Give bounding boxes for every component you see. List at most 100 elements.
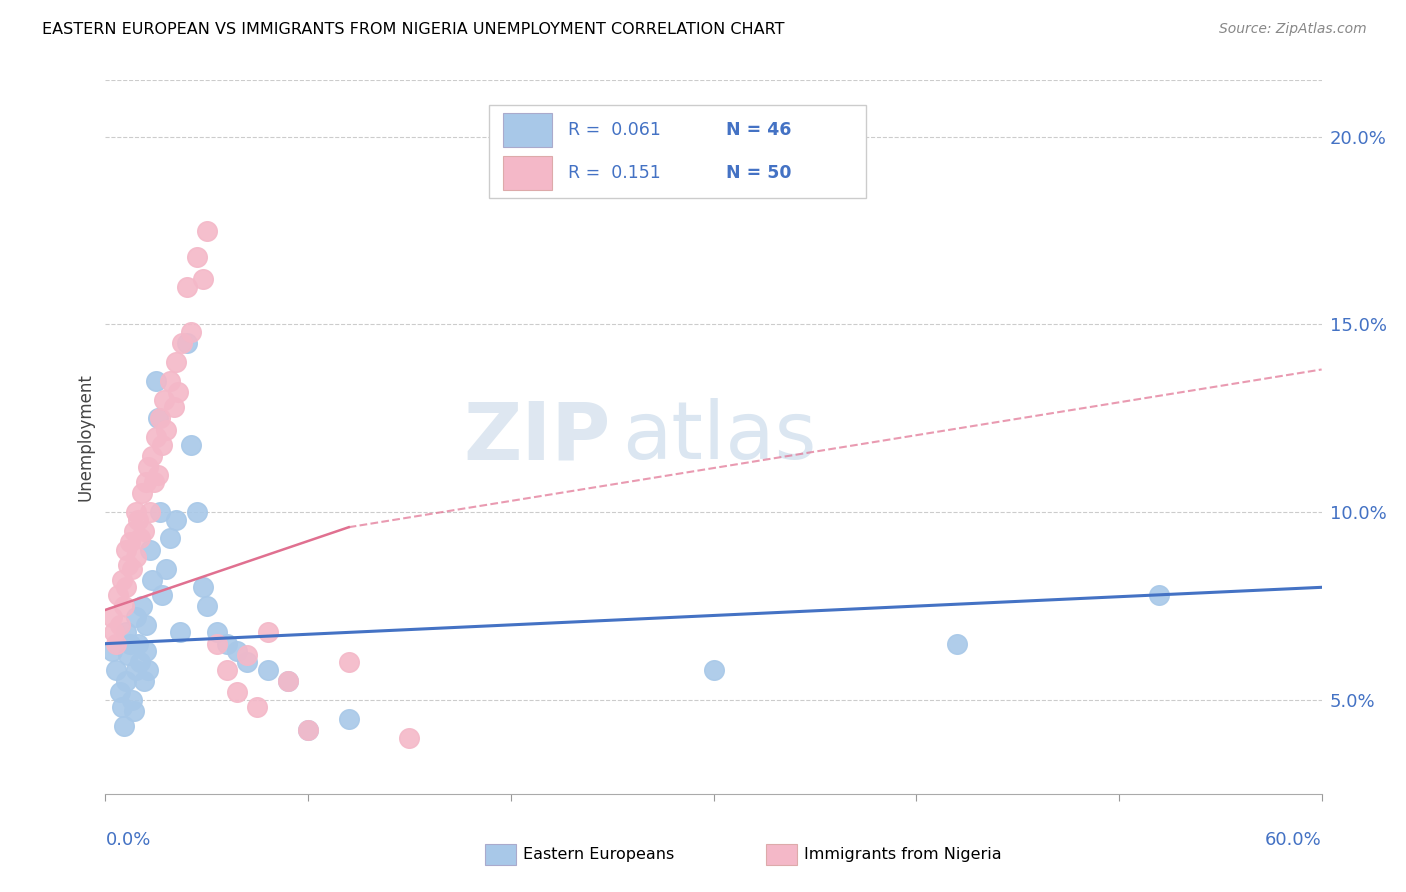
Point — [114, 625, 136, 640]
FancyBboxPatch shape — [503, 113, 551, 147]
Point — [159, 374, 181, 388]
Point — [217, 663, 239, 677]
Point — [277, 674, 299, 689]
Point — [297, 723, 319, 737]
Point — [150, 588, 173, 602]
Point — [104, 663, 127, 677]
Point — [135, 475, 157, 490]
Point — [163, 400, 186, 414]
Point — [121, 561, 143, 575]
Point — [141, 449, 163, 463]
Point — [125, 505, 148, 519]
Text: Immigrants from Nigeria: Immigrants from Nigeria — [804, 847, 1002, 862]
Point — [149, 505, 172, 519]
Point — [131, 599, 153, 613]
Point — [337, 656, 360, 670]
Point — [127, 637, 149, 651]
Point — [129, 656, 152, 670]
Point — [169, 625, 191, 640]
Point — [277, 674, 299, 689]
Point — [141, 573, 163, 587]
Point — [136, 663, 159, 677]
Point — [236, 648, 259, 662]
Point — [1149, 588, 1171, 602]
Point — [236, 656, 259, 670]
Point — [122, 704, 145, 718]
Point — [112, 719, 135, 733]
Point — [111, 700, 134, 714]
Point — [135, 644, 157, 658]
Point — [121, 693, 143, 707]
Text: N = 46: N = 46 — [725, 121, 792, 139]
Point — [117, 558, 139, 572]
Point — [146, 467, 169, 482]
Text: EASTERN EUROPEAN VS IMMIGRANTS FROM NIGERIA UNEMPLOYMENT CORRELATION CHART: EASTERN EUROPEAN VS IMMIGRANTS FROM NIGE… — [42, 22, 785, 37]
FancyBboxPatch shape — [488, 105, 866, 198]
Point — [143, 475, 166, 490]
Point — [114, 580, 136, 594]
Point — [153, 392, 176, 407]
Point — [129, 532, 152, 546]
Point — [176, 280, 198, 294]
Point — [180, 325, 202, 339]
Point — [256, 663, 278, 677]
Point — [205, 637, 228, 651]
Point — [176, 336, 198, 351]
Point — [146, 411, 169, 425]
Text: N = 50: N = 50 — [725, 164, 792, 182]
Point — [398, 731, 420, 745]
Point — [132, 674, 155, 689]
Point — [131, 486, 153, 500]
Point — [155, 561, 177, 575]
Text: R =  0.151: R = 0.151 — [568, 164, 661, 182]
Point — [132, 524, 155, 538]
Point — [108, 685, 131, 699]
Point — [256, 625, 278, 640]
Point — [108, 618, 131, 632]
Point — [103, 625, 125, 640]
Text: 0.0%: 0.0% — [105, 831, 150, 849]
Text: 60.0%: 60.0% — [1265, 831, 1322, 849]
Point — [125, 550, 148, 565]
Point — [122, 524, 145, 538]
Text: Eastern Europeans: Eastern Europeans — [523, 847, 675, 862]
Point — [127, 513, 149, 527]
Point — [135, 618, 157, 632]
Point — [136, 460, 159, 475]
Point — [111, 573, 134, 587]
Text: Source: ZipAtlas.com: Source: ZipAtlas.com — [1219, 22, 1367, 37]
Point — [117, 648, 139, 662]
Point — [104, 637, 127, 651]
Point — [107, 588, 129, 602]
Point — [139, 505, 162, 519]
Point — [180, 437, 202, 451]
Point — [114, 542, 136, 557]
Point — [118, 637, 141, 651]
Point — [139, 542, 162, 557]
Point — [337, 712, 360, 726]
Point — [155, 423, 177, 437]
Text: atlas: atlas — [623, 398, 817, 476]
Point — [145, 430, 167, 444]
Point — [118, 535, 141, 549]
Point — [195, 599, 218, 613]
Point — [205, 625, 228, 640]
Point — [217, 637, 239, 651]
Point — [165, 513, 187, 527]
Point — [945, 637, 967, 651]
Point — [226, 644, 249, 658]
Point — [246, 700, 269, 714]
Point — [125, 663, 148, 677]
Point — [125, 610, 148, 624]
Point — [702, 663, 725, 677]
Point — [165, 355, 187, 369]
Point — [167, 384, 190, 399]
Point — [159, 532, 181, 546]
Point — [112, 599, 135, 613]
Point — [186, 250, 208, 264]
Point — [149, 411, 172, 425]
Point — [114, 674, 136, 689]
Point — [100, 644, 122, 658]
Point — [150, 437, 173, 451]
Y-axis label: Unemployment: Unemployment — [76, 373, 94, 501]
